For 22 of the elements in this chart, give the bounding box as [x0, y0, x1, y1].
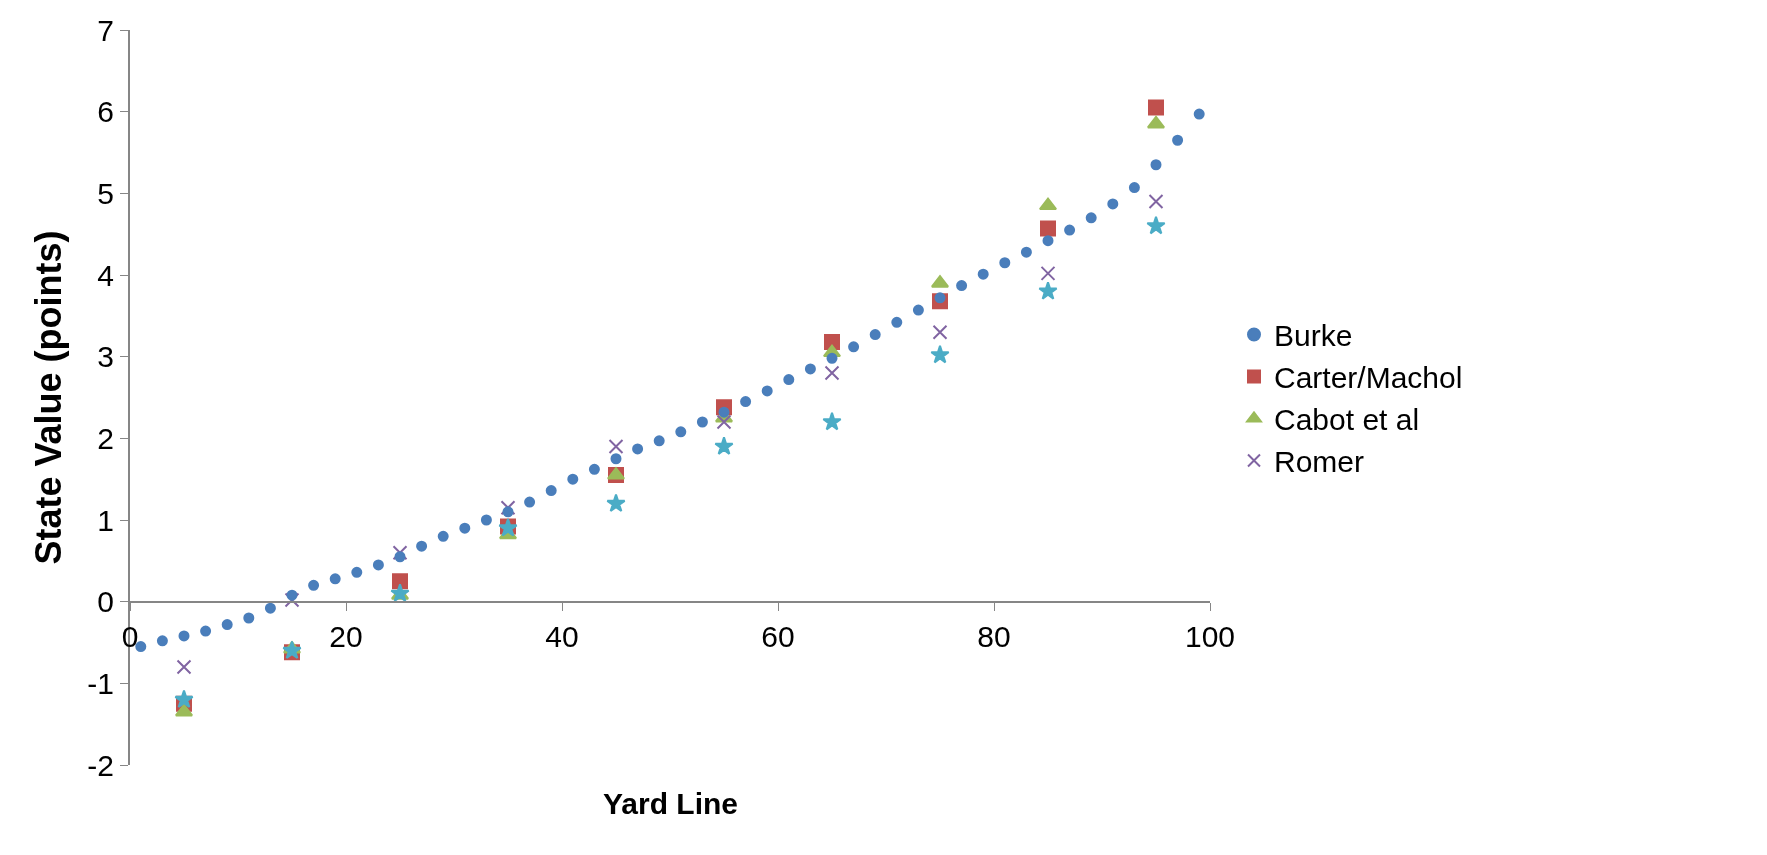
y-axis-title: State Value (points)	[27, 230, 69, 565]
x-tick-label: 100	[1184, 619, 1236, 653]
legend-label: Cabot et al	[1274, 403, 1420, 437]
legend-label: Burke	[1274, 319, 1353, 353]
legend-label: Carter/Machol	[1274, 361, 1463, 395]
y-tick-label: 5	[97, 176, 114, 210]
y-tick-label: 4	[97, 258, 114, 292]
x-tick-label: 20	[329, 619, 363, 653]
y-tick-label: -2	[87, 748, 114, 782]
y-tick-label: -1	[87, 666, 114, 700]
legend-label: Romer	[1274, 445, 1365, 479]
x-axis-title: Yard Line	[603, 787, 739, 820]
y-tick-label: 3	[97, 340, 114, 374]
y-tick-label: 0	[97, 585, 114, 619]
x-tick-label: 0	[121, 619, 139, 653]
y-tick-label: 6	[97, 95, 114, 129]
y-tick-label: 2	[97, 421, 114, 455]
x-tick-label: 60	[761, 619, 795, 653]
x-tick-label: 40	[545, 619, 579, 653]
x-tick-label: 80	[977, 619, 1011, 653]
y-tick-label: 7	[97, 13, 114, 47]
y-tick-label: 1	[97, 503, 114, 537]
